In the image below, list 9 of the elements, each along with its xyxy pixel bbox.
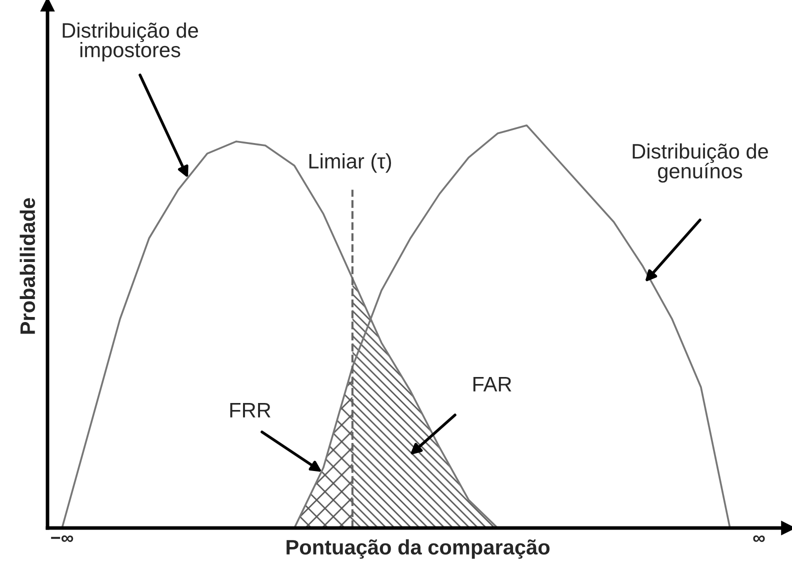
annotation: FRR	[230, 403, 270, 418]
text: Distribuição de impostores	[62, 22, 198, 62]
x-tick-label: ∞	[753, 535, 765, 542]
annotation: FAR	[473, 377, 512, 392]
annotation: Distribuição de genuínos	[632, 143, 768, 183]
annotation: Limiar (τ)	[309, 153, 392, 173]
x-axis-title: Pontuação da comparação	[286, 539, 550, 559]
y-axis-title: Probabilidade	[20, 198, 36, 334]
x-tick-label: −∞	[51, 535, 74, 542]
